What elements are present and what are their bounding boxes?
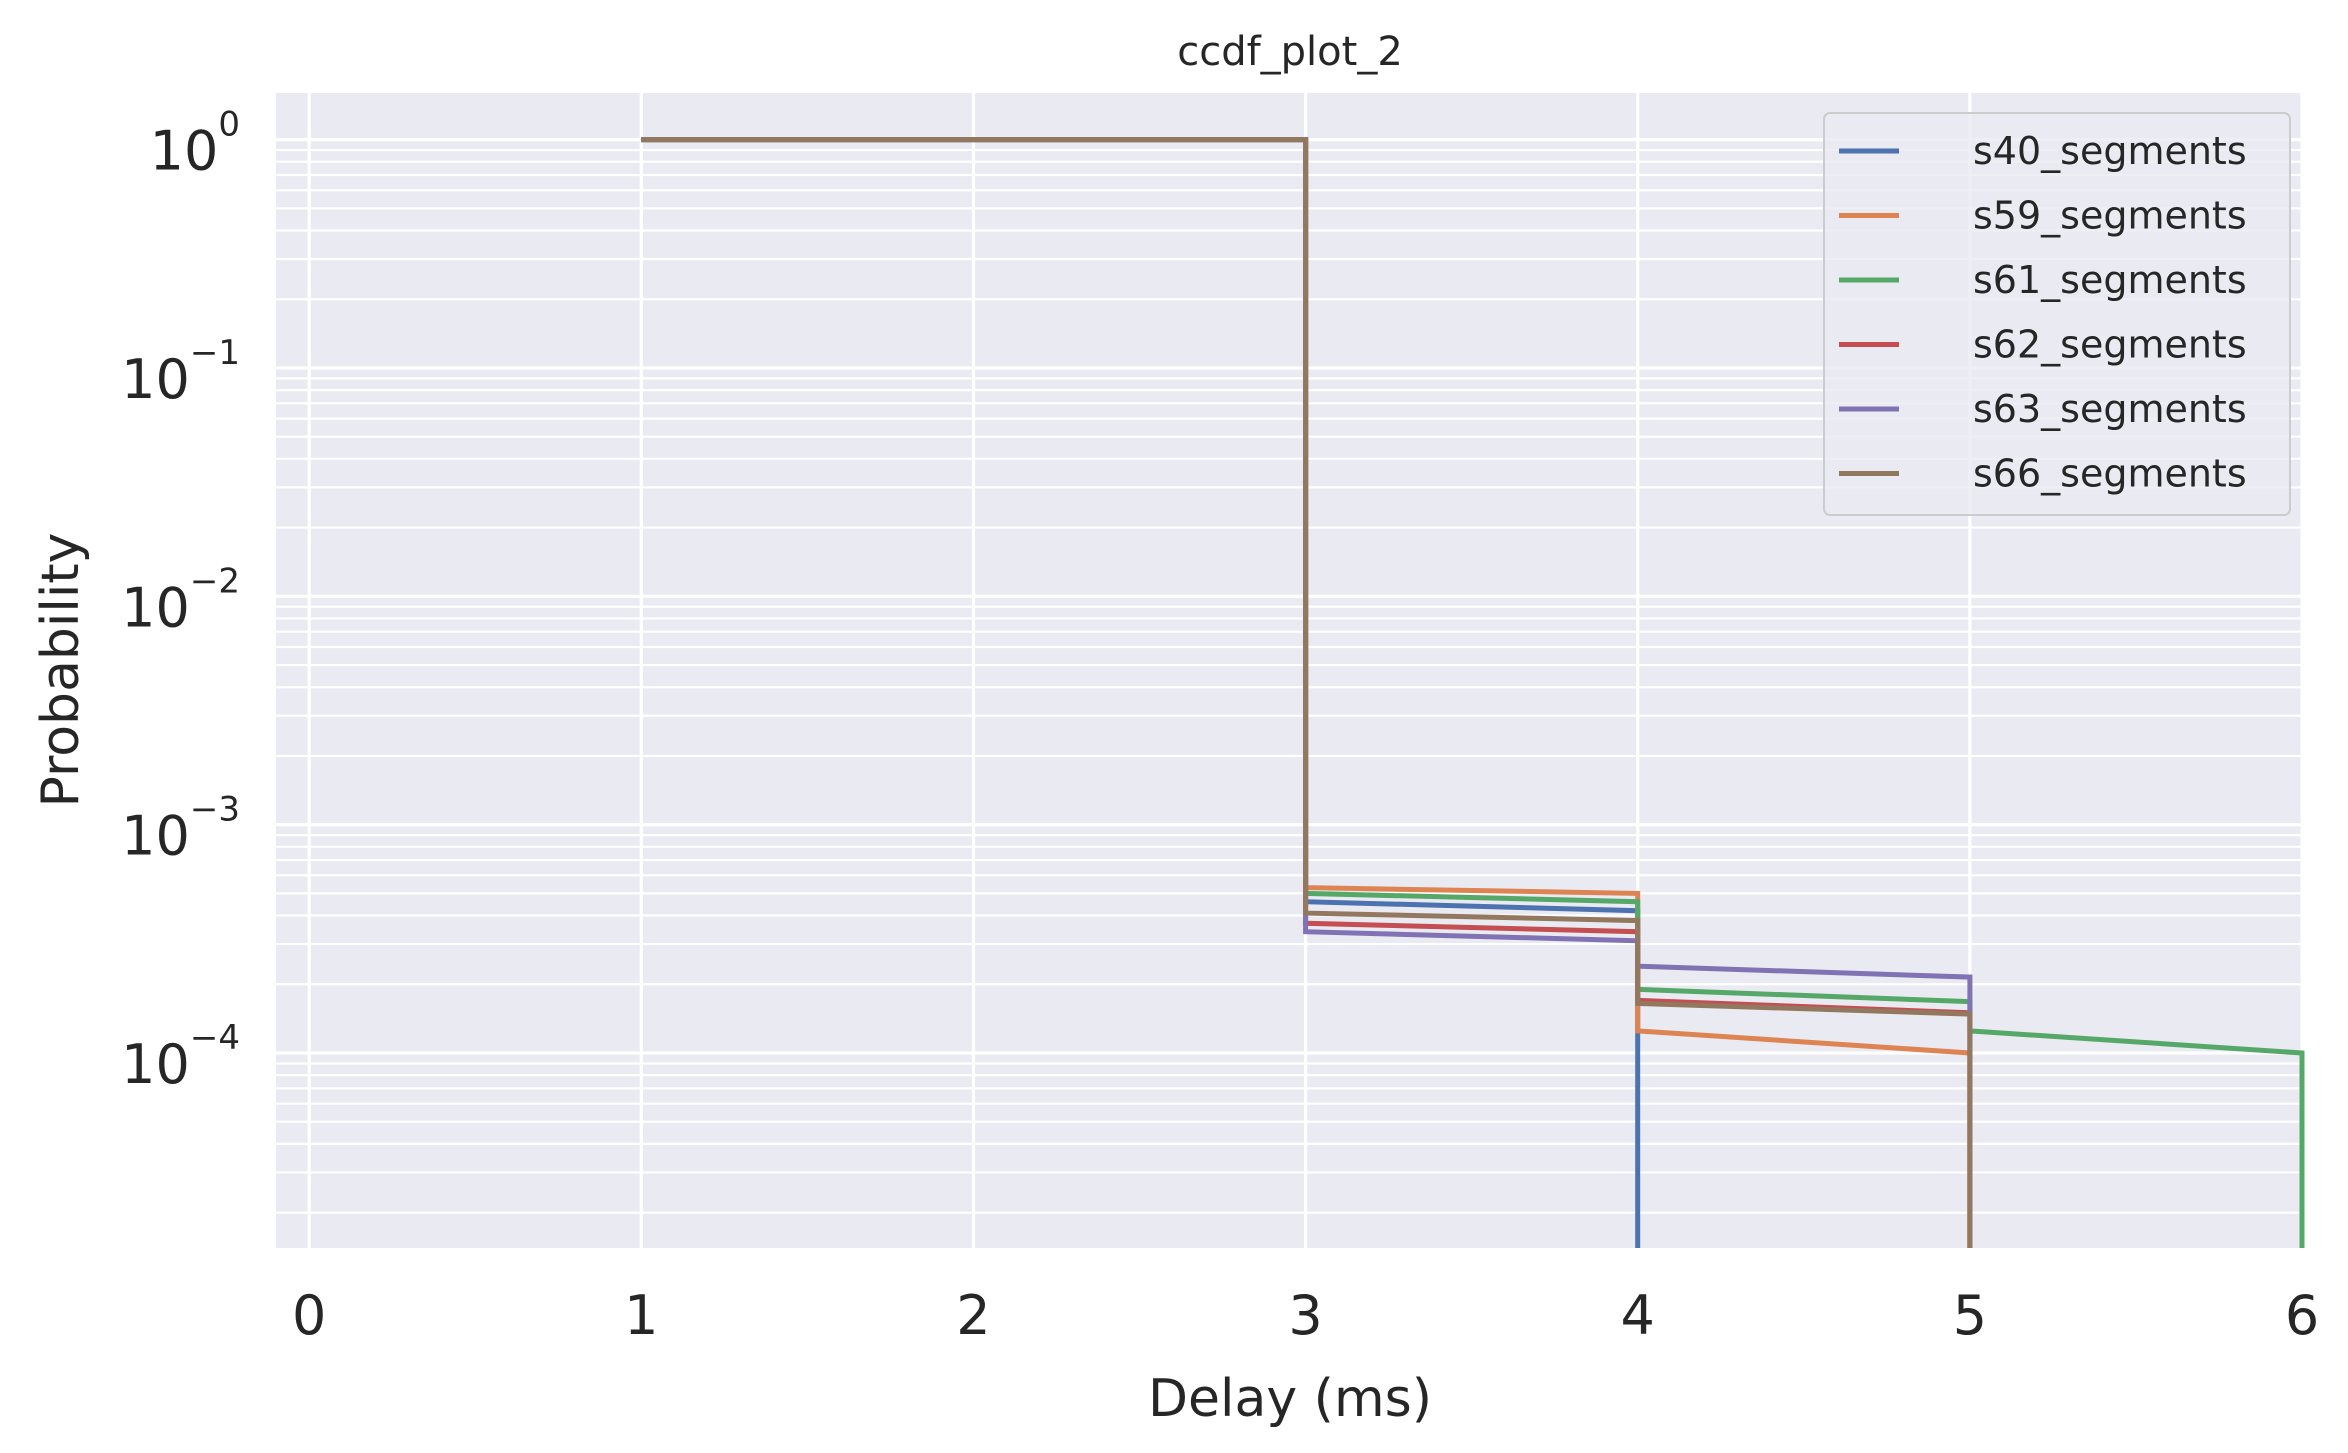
legend-frame [1823, 112, 2291, 516]
x-tick-label-4: 4 [1621, 1284, 1655, 1347]
chart-title: ccdf_plot_2 [1177, 29, 1403, 75]
y-tick-label-2: 10−2 [121, 561, 240, 639]
legend-label-s62_segments: s62_segments [1973, 323, 2247, 367]
x-axis-label: Delay (ms) [1148, 1369, 1432, 1429]
y-axis-label: Probability [31, 533, 91, 808]
x-tick-label-2: 2 [956, 1284, 990, 1347]
x-tick-label-5: 5 [1953, 1284, 1987, 1347]
x-tick-label-0: 0 [292, 1284, 326, 1347]
x-tick-label-3: 3 [1288, 1284, 1322, 1347]
y-tick-label-0: 100 [150, 105, 240, 183]
legend-label-s66_segments: s66_segments [1973, 452, 2247, 496]
tick-labels: 0 1 2 3 4 5 6 100 10−1 10−2 10−3 10−4 [121, 105, 2319, 1347]
legend-label-s63_segments: s63_segments [1973, 387, 2247, 431]
series-lines [641, 137, 2305, 1248]
x-tick-label-1: 1 [624, 1284, 658, 1347]
y-tick-label-1: 10−1 [121, 333, 240, 411]
legend-label-s40_segments: s40_segments [1973, 129, 2247, 173]
series-line-s66_segments [641, 137, 1973, 1248]
y-tick-label-4: 10−4 [121, 1018, 240, 1096]
legend-label-s59_segments: s59_segments [1973, 194, 2247, 238]
x-tick-label-6: 6 [2285, 1284, 2319, 1347]
y-tick-label-3: 10−3 [121, 790, 240, 868]
legend-label-s61_segments: s61_segments [1973, 258, 2247, 302]
legend: s40_segments s59_segments s61_segments s62_… [1823, 112, 2291, 516]
